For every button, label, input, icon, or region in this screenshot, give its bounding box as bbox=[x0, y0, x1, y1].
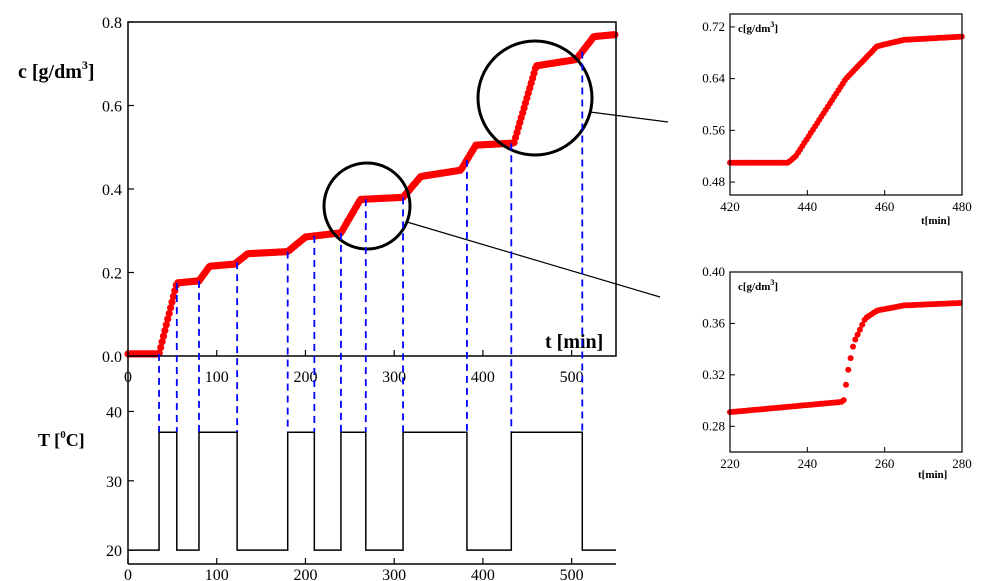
inset-x-tick-label: 480 bbox=[952, 199, 972, 214]
inset-y-tick-label: 0.56 bbox=[702, 122, 725, 137]
temp-ylabel: T [0C] bbox=[38, 429, 85, 450]
main-y-tick-label: 0.8 bbox=[102, 15, 122, 32]
main-x-tick-label: 400 bbox=[471, 369, 495, 386]
temperature-ticks: 0 100 200 300 400 500 20 30 40 bbox=[106, 404, 584, 581]
inset-bottom-ylabel: c[g/dm3] bbox=[738, 278, 778, 293]
main-xlabel: t [min] bbox=[545, 331, 603, 353]
zoom-circle-upper bbox=[476, 39, 594, 157]
inset-y-tick-label: 0.72 bbox=[702, 19, 725, 34]
inset-top-chart: 420 440 460 480 0.48 0.56 0.64 0.72 c[g/dm3] t[… bbox=[702, 13, 972, 227]
main-ylabel: c [g/dm3] bbox=[18, 58, 95, 83]
temp-x-tick-label: 400 bbox=[471, 567, 495, 581]
temp-x-tick-label: 0 bbox=[124, 567, 132, 581]
inset-top-ticks: 420 440 460 480 0.48 0.56 0.64 0.72 bbox=[702, 19, 972, 214]
main-data-point bbox=[611, 30, 619, 39]
main-x-tick-label: 100 bbox=[205, 369, 229, 386]
temperature-chart: 0 100 200 300 400 500 20 30 40 T [0C] bbox=[38, 356, 616, 581]
inset-data-point bbox=[840, 397, 847, 404]
inset-x-tick-label: 280 bbox=[952, 456, 972, 471]
inset-x-tick-label: 240 bbox=[798, 456, 818, 471]
inset-bottom-xlabel: t[min] bbox=[918, 469, 947, 481]
inset-top-data-points bbox=[727, 33, 965, 166]
inset-y-tick-label: 0.64 bbox=[702, 71, 725, 86]
inset-data-point bbox=[852, 336, 859, 343]
main-data-point bbox=[169, 292, 177, 300]
main-concentration-chart: 01002003004005000.00.20.40.60.8 c [g/dm3… bbox=[18, 15, 669, 386]
inset-x-tick-label: 420 bbox=[720, 199, 740, 214]
temp-x-tick-label: 300 bbox=[382, 567, 406, 581]
inset-data-point bbox=[847, 355, 854, 362]
main-ticks: 01002003004005000.00.20.40.60.8 bbox=[102, 15, 584, 386]
inset-data-point bbox=[854, 331, 861, 338]
inset-y-tick-label: 0.28 bbox=[702, 418, 725, 433]
inset-y-tick-label: 0.48 bbox=[702, 174, 725, 189]
inset-data-point bbox=[856, 326, 863, 333]
inset-top-xlabel: t[min] bbox=[921, 215, 950, 227]
main-y-tick-label: 0.2 bbox=[102, 266, 122, 283]
inset-data-point bbox=[845, 366, 852, 373]
inset-x-tick-label: 260 bbox=[875, 456, 895, 471]
main-data-point bbox=[161, 326, 169, 335]
main-y-tick-label: 0.6 bbox=[102, 99, 122, 116]
temp-y-tick-label: 40 bbox=[106, 404, 122, 421]
main-data-point bbox=[159, 332, 168, 340]
inset-data-point bbox=[956, 300, 963, 306]
main-data-point bbox=[158, 338, 166, 346]
inset-top-frame bbox=[729, 13, 963, 196]
inset-y-tick-label: 0.40 bbox=[702, 264, 725, 279]
inset-x-tick-label: 220 bbox=[720, 456, 740, 471]
inset-data-point bbox=[843, 381, 849, 388]
main-data-point bbox=[165, 309, 173, 318]
main-data-point bbox=[167, 304, 175, 312]
inset-x-tick-label: 460 bbox=[875, 199, 895, 214]
zoom-pointer-lower bbox=[406, 221, 661, 298]
inset-data-point bbox=[850, 343, 856, 350]
inset-bottom-data-points bbox=[727, 300, 963, 416]
temperature-line bbox=[128, 431, 616, 551]
main-data-point bbox=[162, 321, 170, 329]
main-data-point bbox=[168, 298, 176, 306]
main-x-tick-label: 500 bbox=[560, 369, 584, 386]
zoom-circle-lower bbox=[322, 161, 412, 251]
inset-top-ylabel: c[g/dm3] bbox=[738, 20, 778, 35]
inset-bottom-chart: 220 240 260 280 0.28 0.32 0.36 0.40 c[g/dm3] t[… bbox=[702, 264, 972, 481]
main-y-tick-label: 0.0 bbox=[102, 349, 122, 366]
main-data-point bbox=[164, 315, 172, 323]
main-y-tick-label: 0.4 bbox=[102, 182, 122, 199]
inset-y-tick-label: 0.36 bbox=[702, 315, 725, 330]
inset-x-tick-label: 440 bbox=[798, 199, 818, 214]
temp-x-tick-label: 200 bbox=[293, 567, 317, 581]
inset-bottom-ticks: 220 240 260 280 0.28 0.32 0.36 0.40 bbox=[702, 264, 972, 471]
inset-bottom-frame bbox=[729, 271, 963, 453]
temp-y-tick-label: 20 bbox=[106, 543, 122, 560]
inset-data-point bbox=[859, 321, 866, 328]
temp-x-tick-label: 100 bbox=[205, 567, 229, 581]
main-data-point bbox=[157, 343, 165, 352]
zoom-pointer-upper bbox=[589, 111, 669, 123]
main-plot-frame bbox=[127, 21, 617, 357]
main-data-point bbox=[155, 349, 163, 357]
inset-y-tick-label: 0.32 bbox=[702, 367, 725, 382]
transition-connectors bbox=[158, 51, 584, 433]
main-x-tick-label: 300 bbox=[382, 369, 406, 386]
temp-x-tick-label: 500 bbox=[560, 567, 584, 581]
temp-y-tick-label: 30 bbox=[106, 474, 122, 491]
main-x-tick-label: 200 bbox=[293, 369, 317, 386]
